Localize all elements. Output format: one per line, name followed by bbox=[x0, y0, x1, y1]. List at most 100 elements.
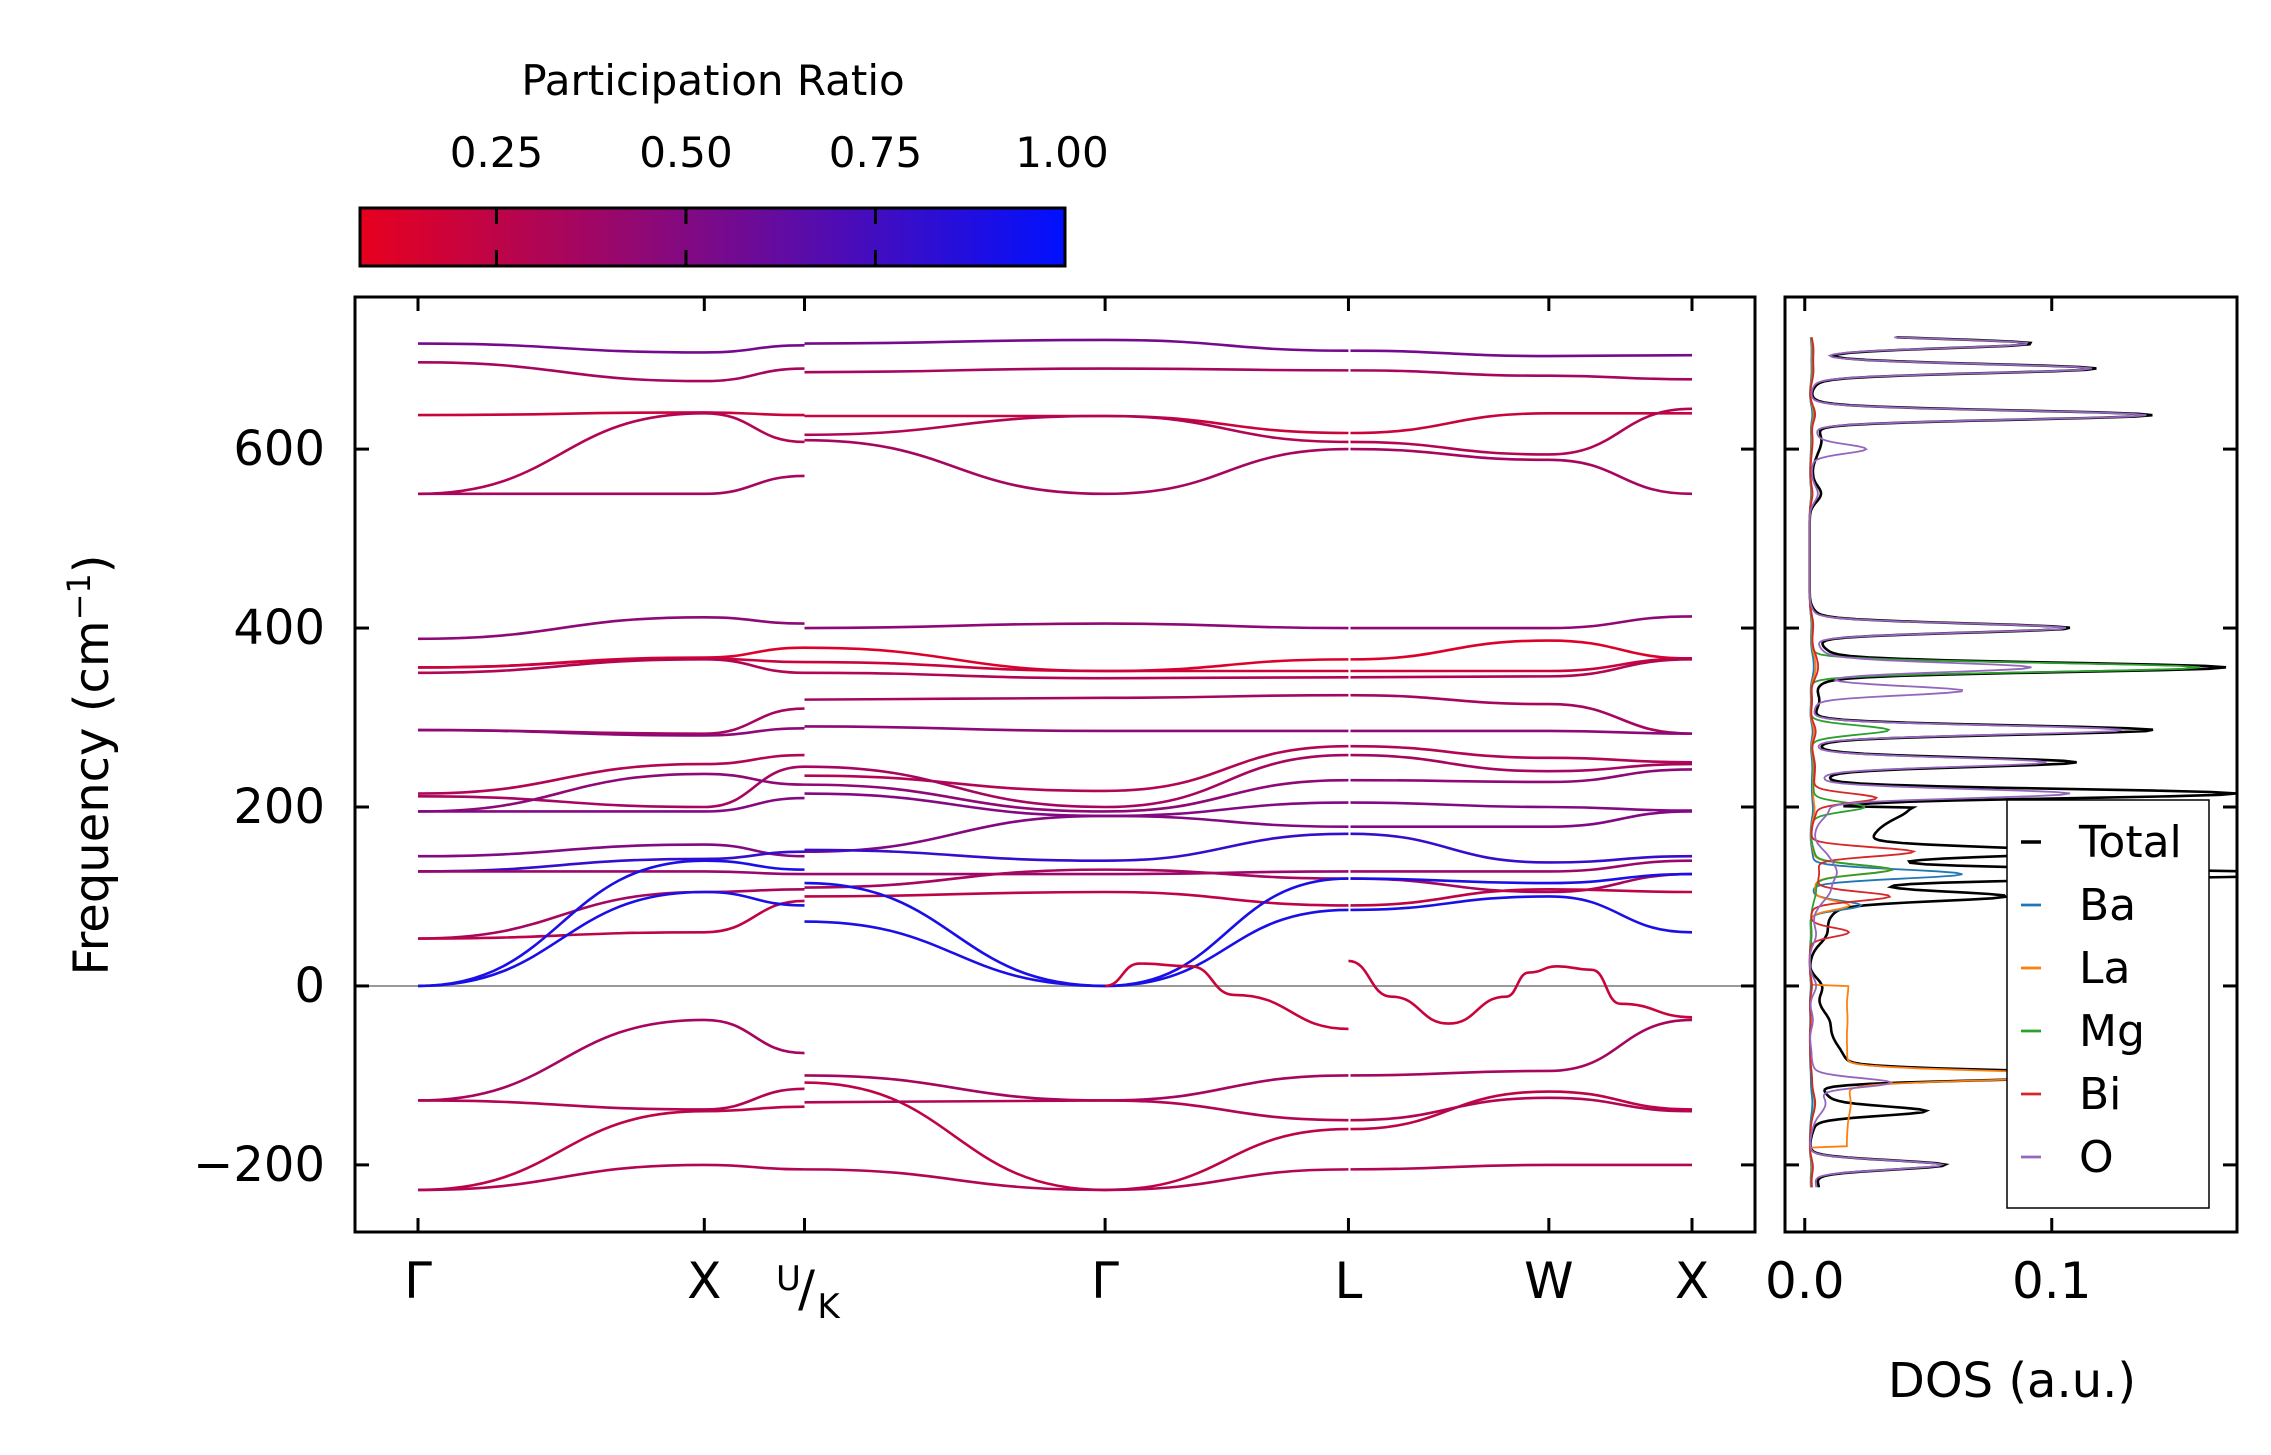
colorbar-end-label: 1.00 bbox=[1015, 128, 1109, 177]
phonon-band bbox=[418, 870, 805, 876]
kpoint-label: U bbox=[776, 1259, 801, 1299]
phonon-band bbox=[804, 414, 1349, 444]
phonon-band bbox=[1350, 859, 1693, 873]
phonon-band bbox=[417, 361, 805, 383]
phonon-band bbox=[804, 338, 1349, 352]
phonon-bands bbox=[417, 338, 1693, 1192]
phonon-band bbox=[804, 908, 1349, 988]
colorbar-tick-label: 0.25 bbox=[450, 128, 544, 177]
phonon-band bbox=[1350, 753, 1693, 773]
phonon-band bbox=[417, 899, 805, 940]
phonon-band bbox=[804, 1099, 1349, 1122]
phonon-band bbox=[417, 850, 805, 873]
phonon-band bbox=[804, 870, 1349, 876]
kpoint-label: Γ bbox=[404, 1252, 432, 1310]
dos-curve-total bbox=[1808, 336, 2237, 1188]
legend-label: La bbox=[2079, 943, 2130, 994]
phonon-band bbox=[1350, 1096, 1693, 1122]
phonon-band bbox=[1350, 895, 1693, 934]
colorbar-title: Participation Ratio bbox=[521, 56, 904, 105]
x-axis-kpoint-ticks: Γ X Γ L W X U/K bbox=[404, 297, 1709, 1327]
phonon-band bbox=[1350, 639, 1693, 661]
phonon-band bbox=[1350, 1018, 1693, 1077]
phonon-band bbox=[417, 772, 805, 813]
colorbar-tick-label: 0.50 bbox=[639, 128, 733, 177]
phonon-band bbox=[804, 890, 1349, 907]
phonon-band bbox=[1350, 407, 1693, 456]
phonon-band bbox=[417, 616, 805, 641]
phonon-band bbox=[418, 796, 805, 813]
phonon-band bbox=[1350, 832, 1693, 864]
phonon-band bbox=[1350, 658, 1693, 679]
soft-mode-band bbox=[1104, 962, 1349, 1031]
phonon-band bbox=[1350, 768, 1693, 784]
phonon-band bbox=[1350, 872, 1693, 885]
phonon-band bbox=[804, 622, 1349, 630]
phonon-band bbox=[417, 859, 805, 988]
phonon-band bbox=[417, 843, 805, 858]
phonon-band bbox=[418, 474, 805, 496]
kpoint-label: W bbox=[1524, 1252, 1573, 1310]
band-axes-frame bbox=[353, 295, 1757, 1234]
kpoint-label: Γ bbox=[1091, 1252, 1119, 1310]
y-axis-label-text: Frequency (cm bbox=[64, 620, 120, 975]
dos-axes-frame bbox=[1783, 295, 2239, 1234]
soft-mode-band bbox=[1348, 959, 1693, 1025]
phonon-band bbox=[1350, 729, 1693, 735]
phonon-band bbox=[417, 753, 805, 795]
y-tick-label: 600 bbox=[233, 421, 325, 477]
phonon-band bbox=[804, 671, 1349, 680]
phonon-band bbox=[417, 342, 805, 354]
dos-legend: Total Ba La Mg Bi O bbox=[2006, 799, 2210, 1209]
dos-axis-ticks: 0.0 0.1 bbox=[1765, 297, 2092, 1310]
kpoint-label-slash: / bbox=[798, 1260, 815, 1318]
phonon-band bbox=[1350, 693, 1693, 735]
dos-curves bbox=[1808, 336, 2237, 1188]
phonon-band bbox=[804, 832, 1349, 862]
colorbar-ticks: 0.25 0.50 0.75 bbox=[450, 128, 922, 266]
y-axis-label: Frequency (cm−1) bbox=[60, 554, 120, 975]
phonon-band bbox=[804, 660, 1349, 673]
kpoint-label: K bbox=[817, 1287, 841, 1327]
y-tick-label: 200 bbox=[233, 779, 325, 835]
y-axis-ticks: −200 0 200 400 600 bbox=[193, 421, 2237, 1193]
phonon-band bbox=[804, 414, 1349, 435]
phonon-band bbox=[417, 411, 805, 417]
dos-panel: 0.0 0.1 DOS (a.u.) Total Ba La Mg Bi O bbox=[1765, 295, 2239, 1409]
phonon-band bbox=[804, 792, 1349, 818]
phonon-band bbox=[804, 868, 1349, 889]
phonon-band bbox=[1350, 657, 1693, 673]
phonon-band bbox=[1350, 369, 1693, 381]
phonon-band bbox=[804, 744, 1349, 793]
kpoint-label: X bbox=[1675, 1252, 1709, 1310]
y-axis-label-tail: ) bbox=[64, 554, 120, 573]
phonon-band bbox=[417, 765, 805, 809]
y-tick-label: −200 bbox=[193, 1137, 325, 1193]
phonon-band bbox=[1350, 1163, 1692, 1171]
phonon-band bbox=[417, 658, 805, 675]
phonon-band bbox=[417, 890, 805, 988]
phonon-band bbox=[1350, 412, 1692, 435]
legend-label: O bbox=[2079, 1132, 2114, 1183]
phonon-band bbox=[417, 726, 805, 737]
dos-x-tick-label: 0.1 bbox=[2012, 1252, 2092, 1310]
y-tick-label: 400 bbox=[233, 600, 325, 656]
phonon-band bbox=[417, 1087, 805, 1111]
phonon-band bbox=[1350, 615, 1693, 630]
y-axis-label-sup: −1 bbox=[60, 573, 98, 620]
legend-box bbox=[2006, 799, 2210, 1209]
dos-curve-ba bbox=[1808, 337, 1963, 1188]
phonon-band bbox=[1350, 810, 1693, 828]
phonon-band bbox=[1350, 744, 1693, 764]
phonon-band bbox=[1350, 872, 1693, 894]
phonon-band bbox=[1350, 1090, 1693, 1131]
phonon-band bbox=[1350, 801, 1693, 812]
colorbar: Participation Ratio 0.25 0.50 0.75 1.00 bbox=[358, 56, 1109, 268]
legend-label: Bi bbox=[2079, 1069, 2121, 1120]
colorbar-gradient bbox=[358, 206, 1067, 268]
kpoint-label: X bbox=[687, 1252, 721, 1310]
phonon-band bbox=[804, 438, 1349, 496]
phonon-band bbox=[1350, 888, 1693, 907]
dos-x-axis-label: DOS (a.u.) bbox=[1888, 1353, 2136, 1409]
